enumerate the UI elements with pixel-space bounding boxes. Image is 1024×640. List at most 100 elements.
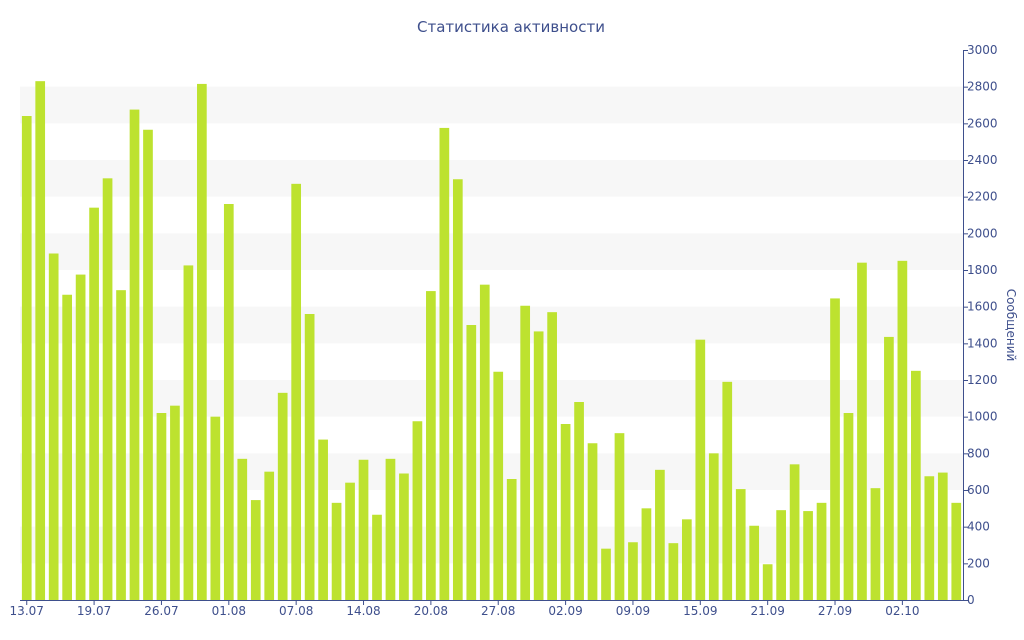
bar[interactable]: [924, 476, 935, 600]
x-tick-label: 27.09: [818, 604, 852, 618]
y-tick-label: 600: [967, 483, 990, 497]
bar[interactable]: [560, 424, 571, 600]
bar[interactable]: [129, 109, 140, 600]
grid-band: [20, 160, 963, 197]
bar[interactable]: [641, 508, 652, 600]
bar[interactable]: [937, 472, 948, 600]
bar[interactable]: [789, 464, 800, 600]
bar[interactable]: [655, 469, 665, 600]
bar[interactable]: [628, 542, 638, 600]
x-tick-label: 20.08: [414, 604, 448, 618]
y-tick-label: 1800: [967, 263, 998, 277]
bar[interactable]: [951, 502, 962, 600]
bar[interactable]: [816, 502, 827, 600]
bar[interactable]: [681, 519, 692, 600]
bar[interactable]: [830, 298, 840, 600]
bar[interactable]: [35, 81, 46, 600]
y-tick-label: 3000: [967, 43, 998, 57]
bar[interactable]: [223, 204, 234, 600]
bar[interactable]: [210, 416, 221, 600]
bar[interactable]: [277, 392, 288, 600]
y-tick-label: 2400: [967, 153, 998, 167]
y-axis-label: Сообщений: [1004, 289, 1018, 362]
bar[interactable]: [304, 314, 315, 600]
bar[interactable]: [493, 371, 504, 600]
x-tick-label: 01.08: [212, 604, 246, 618]
bar[interactable]: [170, 405, 180, 600]
bar[interactable]: [506, 479, 517, 600]
bar[interactable]: [412, 421, 423, 600]
x-tick-label: 14.08: [346, 604, 380, 618]
x-tick-label: 27.08: [481, 604, 515, 618]
bar[interactable]: [62, 294, 72, 600]
bar[interactable]: [21, 116, 32, 600]
bar[interactable]: [803, 511, 813, 600]
x-axis-ticks: 13.07 19.07 26.07 01.08 07.08 14.08 20.08 27.08…: [10, 600, 920, 618]
bar[interactable]: [197, 83, 207, 600]
bar[interactable]: [857, 262, 867, 600]
bar[interactable]: [897, 260, 908, 600]
bar[interactable]: [102, 178, 113, 601]
bar[interactable]: [385, 458, 396, 600]
bar[interactable]: [708, 453, 719, 600]
bar[interactable]: [318, 439, 328, 600]
bar[interactable]: [399, 473, 409, 601]
bar[interactable]: [183, 265, 194, 600]
chart-title: Статистика активности: [417, 18, 605, 36]
bar[interactable]: [533, 331, 544, 600]
bar[interactable]: [547, 312, 557, 600]
bar[interactable]: [884, 336, 894, 600]
x-tick-label: 26.07: [144, 604, 178, 618]
bar[interactable]: [870, 488, 881, 600]
bar[interactable]: [668, 543, 679, 600]
grid-band: [20, 86, 963, 124]
bar[interactable]: [776, 510, 786, 600]
bar[interactable]: [574, 402, 584, 600]
bar[interactable]: [345, 482, 355, 600]
bar[interactable]: [762, 564, 773, 600]
bar[interactable]: [75, 274, 86, 600]
grid-band: [20, 306, 963, 344]
grid-bands: [20, 86, 963, 564]
bar[interactable]: [614, 433, 625, 600]
bar[interactable]: [89, 207, 99, 600]
bar[interactable]: [843, 413, 854, 600]
y-tick-label: 200: [967, 556, 990, 570]
y-tick-label: 1400: [967, 336, 998, 350]
bar[interactable]: [156, 413, 167, 600]
x-tick-label: 09.09: [616, 604, 650, 618]
bar[interactable]: [601, 548, 611, 600]
bar[interactable]: [749, 525, 760, 600]
bars: [21, 81, 962, 601]
bar[interactable]: [722, 381, 733, 600]
bar[interactable]: [695, 339, 706, 600]
bar[interactable]: [250, 500, 261, 600]
bar[interactable]: [264, 471, 275, 600]
grid-band: [20, 233, 963, 270]
bar[interactable]: [911, 370, 921, 600]
bar[interactable]: [372, 514, 382, 600]
bar[interactable]: [291, 183, 302, 601]
y-tick-label: 1000: [967, 410, 998, 424]
grid-band: [20, 380, 963, 417]
bar[interactable]: [426, 291, 436, 600]
bar[interactable]: [48, 253, 59, 601]
bar[interactable]: [331, 502, 342, 600]
y-axis-ticks: 0 200 400 600 800 1000 1200 1400 1600 1800 2000 220…: [963, 43, 998, 607]
bar[interactable]: [439, 127, 450, 601]
x-tick-label: 07.08: [279, 604, 313, 618]
y-tick-label: 2600: [967, 116, 998, 130]
bar[interactable]: [735, 489, 746, 600]
bar[interactable]: [237, 458, 248, 600]
bar[interactable]: [466, 325, 477, 600]
bar[interactable]: [520, 305, 531, 600]
bar[interactable]: [116, 290, 126, 600]
bar[interactable]: [452, 179, 463, 600]
bar[interactable]: [479, 284, 490, 600]
x-tick-label: 13.07: [10, 604, 44, 618]
bar[interactable]: [358, 459, 369, 600]
y-tick-label: 2800: [967, 80, 998, 94]
bar[interactable]: [587, 443, 598, 600]
bar[interactable]: [143, 129, 153, 600]
